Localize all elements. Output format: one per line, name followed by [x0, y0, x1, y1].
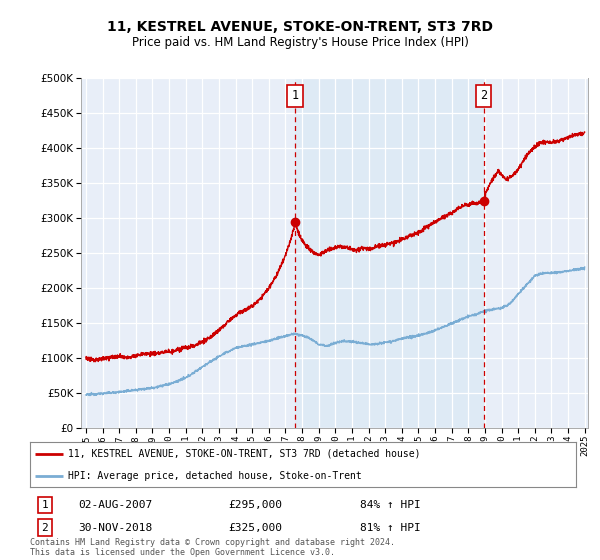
- Text: 84% ↑ HPI: 84% ↑ HPI: [360, 500, 421, 510]
- Text: HPI: Average price, detached house, Stoke-on-Trent: HPI: Average price, detached house, Stok…: [68, 471, 362, 481]
- Text: Contains HM Land Registry data © Crown copyright and database right 2024.
This d: Contains HM Land Registry data © Crown c…: [30, 538, 395, 557]
- Text: 1: 1: [292, 90, 299, 102]
- Bar: [295, 78, 484, 428]
- Text: 81% ↑ HPI: 81% ↑ HPI: [360, 522, 421, 533]
- Text: 02-AUG-2007: 02-AUG-2007: [78, 500, 152, 510]
- Text: 2: 2: [480, 90, 487, 102]
- Text: 2: 2: [41, 522, 49, 533]
- Text: £325,000: £325,000: [228, 522, 282, 533]
- Text: £295,000: £295,000: [228, 500, 282, 510]
- Text: 30-NOV-2018: 30-NOV-2018: [78, 522, 152, 533]
- Text: 11, KESTREL AVENUE, STOKE-ON-TRENT, ST3 7RD: 11, KESTREL AVENUE, STOKE-ON-TRENT, ST3 …: [107, 20, 493, 34]
- Text: 11, KESTREL AVENUE, STOKE-ON-TRENT, ST3 7RD (detached house): 11, KESTREL AVENUE, STOKE-ON-TRENT, ST3 …: [68, 449, 421, 459]
- Text: 1: 1: [41, 500, 49, 510]
- Text: Price paid vs. HM Land Registry's House Price Index (HPI): Price paid vs. HM Land Registry's House …: [131, 36, 469, 49]
